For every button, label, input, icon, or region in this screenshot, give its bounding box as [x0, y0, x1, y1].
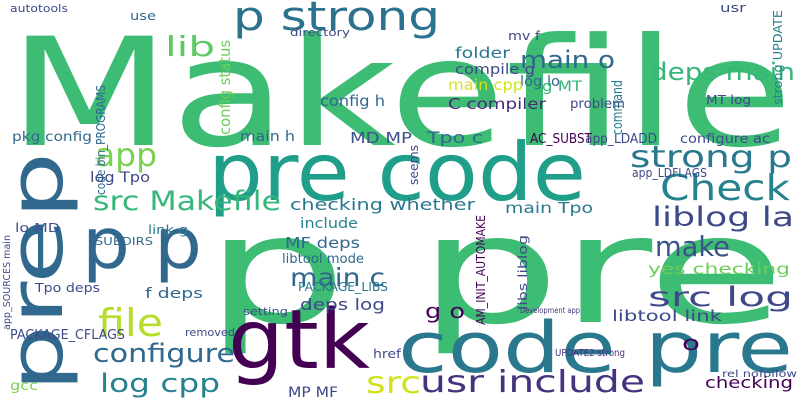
word: main cpp [448, 76, 523, 94]
word: lib [165, 30, 215, 63]
word: src log [648, 282, 793, 313]
word: link g [148, 223, 188, 237]
word: make [655, 230, 730, 263]
word: code pre [398, 307, 793, 389]
word: p pre [205, 184, 785, 358]
word: Tpo c [426, 128, 483, 147]
word: strong p [630, 140, 792, 175]
word: code bin_PROGRAMS [94, 85, 108, 195]
word: liblog la [652, 202, 794, 233]
word: checking whether [290, 195, 476, 214]
word: app_LDADD [585, 132, 657, 147]
word: log cpp [100, 369, 220, 399]
word: src Makefile [93, 186, 281, 217]
word: app [95, 136, 157, 174]
word: autotools [10, 2, 68, 15]
word: gcc [10, 379, 38, 394]
word: command [610, 80, 626, 135]
word: config h [320, 92, 385, 110]
word: config status [216, 40, 234, 135]
word: checking [705, 373, 793, 392]
word: app_SOURCES main [2, 235, 13, 330]
word: compile g [455, 62, 535, 78]
word: Tpo deps [34, 281, 100, 295]
word: deps log [300, 295, 385, 314]
word: log lo [520, 74, 560, 90]
word: log Tpo [90, 170, 150, 186]
word: libs liblog [516, 235, 530, 310]
word: lo MD [15, 221, 60, 235]
word: rel nofollow [722, 369, 797, 380]
word: include [300, 216, 358, 232]
word: mv f [508, 29, 541, 43]
word: MT log [706, 93, 751, 107]
word: p p [82, 203, 202, 285]
word: PACKAGE_LIBS [298, 280, 388, 294]
word: MF deps [285, 234, 360, 252]
word: setting [243, 305, 288, 318]
word: MP MF [288, 385, 338, 400]
word: removed [185, 326, 235, 339]
word: Check [660, 168, 790, 209]
word: libtool mode [282, 252, 364, 267]
word: SUBDIRS [95, 235, 153, 248]
word: PACKAGE_CFLAGS [10, 328, 125, 343]
word: href [373, 347, 402, 361]
word: yes checking [648, 260, 790, 278]
word: strong UPDATE [771, 10, 785, 105]
word: configure [93, 339, 235, 369]
word: UPDATE2 strong [555, 348, 625, 359]
word: seems [407, 145, 421, 185]
word: main h [240, 129, 295, 145]
word: directory [290, 26, 351, 39]
word: pre code [208, 126, 586, 219]
word: g o [425, 299, 465, 323]
word: prep [0, 152, 80, 392]
word: use [130, 9, 156, 23]
word: configure ac [680, 132, 770, 147]
word: gtk [228, 293, 371, 388]
word: main Tpo [505, 199, 593, 217]
word: AM_INIT_AUTOMAKE [474, 215, 488, 325]
word: usr include [420, 365, 645, 400]
word: MD MP [350, 129, 412, 147]
word: src [366, 366, 421, 400]
word: o [682, 331, 700, 355]
word: p strong [233, 0, 440, 40]
word: AC_SUBST [530, 132, 592, 147]
word: g MT [542, 79, 583, 95]
word: main o [520, 46, 615, 74]
word: pkg config [12, 130, 92, 145]
word: usr [720, 1, 746, 15]
word: libtool link [612, 307, 722, 325]
word: C compiler [448, 95, 547, 113]
word: file [98, 301, 163, 345]
word: main c [290, 263, 385, 292]
word: folder [455, 44, 511, 62]
word: Development app [520, 306, 580, 315]
word: f deps [145, 286, 203, 302]
word: app_LDFLAGS [632, 166, 707, 180]
word: deps main [650, 58, 795, 86]
word: problem [570, 97, 625, 112]
word: Makefile [8, 7, 793, 181]
